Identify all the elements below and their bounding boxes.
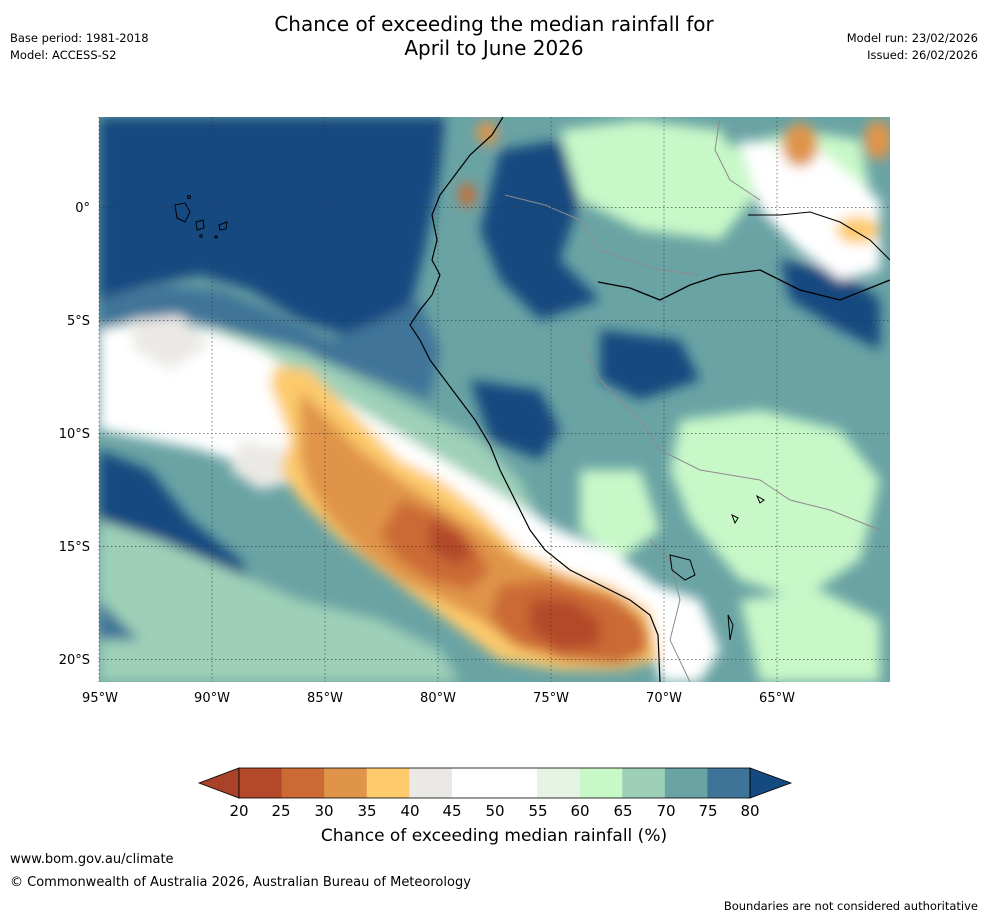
colorbar-tick: 25: [271, 802, 290, 820]
country-boundaries: [504, 117, 881, 682]
lon-label: 70°W: [646, 691, 682, 706]
model-run-text: Model run: 23/02/2026: [846, 31, 978, 45]
colorbar-frame: [238, 767, 751, 799]
region-white-ne: [740, 140, 880, 280]
colorbar-segment: [494, 768, 538, 798]
colorbar-tick: 80: [740, 802, 759, 820]
region-dark-blue-nw: [99, 117, 445, 340]
region-light-green-east: [670, 410, 880, 600]
lat-label: 15°S: [59, 540, 90, 555]
region-light-teal-south: [99, 520, 460, 682]
colorbar-tick: 60: [570, 802, 589, 820]
colorbar-segment: [451, 768, 495, 798]
spot-dry-north-a: [477, 121, 497, 145]
colorbar-tick: 40: [400, 802, 419, 820]
lat-label: 20°S: [59, 653, 90, 668]
region-light-green-mid: [580, 470, 660, 560]
colorbar-tick: 55: [528, 802, 547, 820]
colorbar-segment: [664, 768, 708, 798]
colorbar-segment: [239, 768, 283, 798]
lon-label: 90°W: [194, 691, 230, 706]
colorbar-tick: 35: [357, 802, 376, 820]
colorbar-segment: [281, 768, 325, 798]
page-title: Chance of exceeding the median rainfall …: [0, 12, 988, 60]
lon-label: 85°W: [307, 691, 343, 706]
colorbar-tick: 75: [698, 802, 717, 820]
region-near-normal-west: [130, 315, 210, 370]
coastline: [409, 117, 661, 682]
lon-label: 80°W: [420, 691, 456, 706]
island-small-b: [199, 234, 203, 238]
region-near-normal-mid: [230, 440, 300, 490]
colorbar-segment: [324, 768, 368, 798]
colorbar-segment: [366, 768, 410, 798]
title-line-1: Chance of exceeding the median rainfall …: [274, 12, 714, 36]
longitude-labels: 95°W 90°W 85°W 80°W 75°W 70°W 65°W: [82, 691, 795, 706]
colorbar-extend-high: [749, 767, 793, 799]
island-small-c: [214, 235, 218, 239]
colorbar: [197, 767, 793, 799]
colorbar-segment: [537, 768, 581, 798]
header-meta-left: Base period: 1981-2018 Model: ACCESS-S2: [10, 30, 149, 64]
lat-label: 10°S: [59, 427, 90, 442]
lon-label: 75°W: [533, 691, 569, 706]
copyright-text: © Commonwealth of Australia 2026, Austra…: [10, 875, 471, 890]
region-dark-blue-east: [780, 260, 880, 350]
latitude-labels: 0° 5°S 10°S 15°S 20°S: [59, 201, 90, 668]
disclaimer-text: Boundaries are not considered authoritat…: [723, 899, 978, 913]
island-isabela: [174, 202, 191, 223]
lakes: [669, 494, 765, 641]
issued-text: Issued: 26/02/2026: [867, 48, 978, 62]
colorbar-tick: 20: [229, 802, 248, 820]
amazon-river: [597, 269, 890, 301]
galapagos-islands: [174, 195, 228, 239]
region-below-normal-25-b: [530, 600, 600, 650]
lat-label: 5°S: [67, 314, 90, 329]
colorbar-tick: 70: [656, 802, 675, 820]
region-below-normal-25-a: [430, 520, 475, 565]
region-dark-blue-central: [600, 330, 700, 400]
colorbar-tick: 50: [485, 802, 504, 820]
region-dark-blue-north: [480, 140, 600, 320]
colorbar-tick: 30: [314, 802, 333, 820]
colorbar-segment: [579, 768, 623, 798]
lon-label: 65°W: [759, 691, 795, 706]
river-northeast: [748, 211, 890, 261]
header-meta-right: Model run: 23/02/2026 Issued: 26/02/2026: [847, 30, 978, 64]
spot-dry-north-b: [459, 183, 475, 207]
region-dark-blue-coast: [470, 380, 560, 460]
island-small-a: [187, 195, 191, 199]
spot-dry-ne-b: [864, 120, 890, 160]
website-text: www.bom.gov.au/climate: [10, 852, 174, 867]
colorbar-segment: [409, 768, 453, 798]
island-san-cristobal: [218, 221, 228, 231]
colorbar-tick: 45: [442, 802, 461, 820]
spot-dry-ne-c: [836, 216, 880, 244]
title-line-2: April to June 2026: [404, 36, 584, 60]
island-santa-cruz: [195, 219, 205, 231]
colorbar-ticks: 20 25 30 35 40 45 50 55 60 65 70 75 80: [229, 802, 759, 820]
lon-label: 95°W: [82, 691, 118, 706]
spot-dry-ne-a: [782, 123, 818, 167]
region-light-green-se: [740, 590, 880, 682]
base-period-text: Base period: 1981-2018: [10, 31, 149, 45]
colorbar-extend-low: [197, 767, 240, 799]
region-light-green-north: [560, 120, 760, 240]
region-white-andes: [640, 580, 720, 682]
colorbar-segment: [707, 768, 751, 798]
colorbar-segment: [622, 768, 666, 798]
colorbar-tick: 65: [613, 802, 632, 820]
probability-field: [99, 117, 890, 682]
lat-label: 0°: [75, 201, 90, 216]
colorbar-label: Chance of exceeding median rainfall (%): [320, 826, 668, 846]
model-text: Model: ACCESS-S2: [10, 48, 117, 62]
